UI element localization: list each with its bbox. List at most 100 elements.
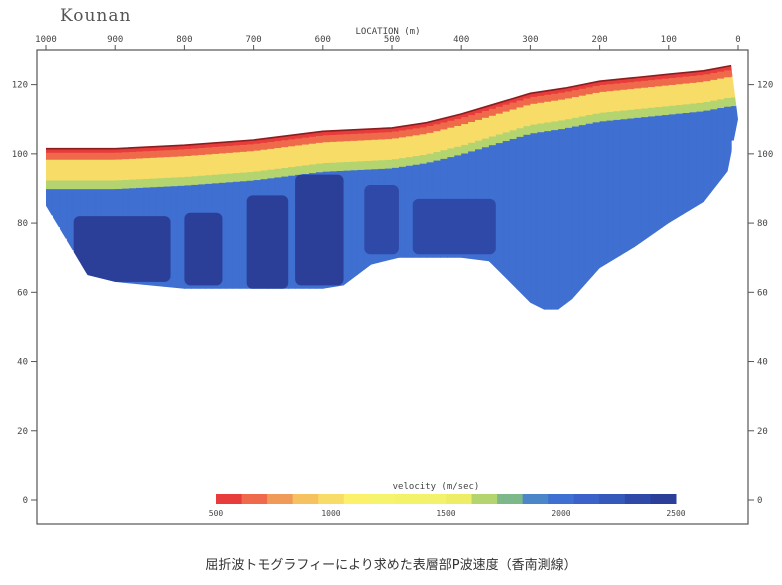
section-cell-blue xyxy=(46,189,54,216)
section-cell-orange xyxy=(80,152,89,161)
colorbar-swatch xyxy=(624,494,651,504)
section-cell-red xyxy=(475,106,483,114)
section-cell-yellow xyxy=(648,87,656,109)
section-cell-blue xyxy=(585,123,594,284)
section-cell-blue xyxy=(620,119,628,258)
x-tick-label: 700 xyxy=(245,35,261,45)
section-cell-red xyxy=(212,140,220,148)
x-tick-label: 400 xyxy=(453,35,469,45)
section-cell-red xyxy=(232,138,241,147)
section-cell-orange xyxy=(502,104,511,113)
section-cell-green xyxy=(433,151,442,162)
colorbar-swatch xyxy=(369,494,396,504)
section-cell-yellow xyxy=(738,77,746,98)
section-cell-orange xyxy=(149,150,158,159)
section-cell-red xyxy=(551,86,559,95)
section-cell-orange xyxy=(468,115,476,123)
section-cell-red xyxy=(392,124,400,133)
section-cell-yellow xyxy=(571,97,580,119)
section-cell-blue xyxy=(724,106,732,176)
section-cell-blue xyxy=(509,138,518,290)
section-cell-blue xyxy=(648,116,656,240)
section-cell-red xyxy=(558,85,566,94)
section-cell-red xyxy=(606,77,615,85)
section-cell-red xyxy=(343,127,352,135)
section-cell-green xyxy=(253,171,262,181)
section-cell-orange xyxy=(648,80,656,88)
section-cell-orange xyxy=(627,82,635,90)
section-cell-red xyxy=(46,145,54,154)
section-cell-blue xyxy=(738,106,746,123)
section-cell-green xyxy=(502,132,511,142)
section-cell-orange xyxy=(537,95,545,104)
section-cell-red xyxy=(717,65,725,73)
section-cell-orange xyxy=(544,94,552,103)
section-cell-green xyxy=(585,115,594,125)
section-cell-green xyxy=(454,146,462,157)
section-cell-yellow xyxy=(239,151,248,174)
section-cell-orange xyxy=(454,119,462,127)
colorbar-swatch xyxy=(318,494,345,504)
section-cell-orange xyxy=(488,108,497,117)
section-cell-yellow xyxy=(696,82,704,104)
section-cell-green xyxy=(717,99,725,109)
section-cell-green xyxy=(108,180,116,190)
section-cell-yellow xyxy=(129,158,137,181)
section-cell-orange xyxy=(592,86,601,94)
section-cell-yellow xyxy=(731,76,738,99)
section-cell-red xyxy=(447,113,455,122)
section-cell-green xyxy=(440,150,448,160)
section-cell-green xyxy=(378,160,386,170)
section-cell-blue xyxy=(523,134,531,304)
section-cell-green xyxy=(398,158,407,168)
section-cell-yellow xyxy=(170,156,179,179)
section-cell-yellow xyxy=(364,140,372,162)
section-cell-red xyxy=(184,142,192,150)
section-cell-orange xyxy=(509,102,518,111)
y-tick-label-right: 60 xyxy=(757,288,768,298)
section-cell-green xyxy=(696,102,704,113)
section-cell-red xyxy=(412,121,421,130)
section-cell-orange xyxy=(295,138,303,147)
section-cell-green xyxy=(246,172,255,182)
section-cell-red xyxy=(703,67,711,75)
section-cell-yellow xyxy=(551,100,559,123)
section-cell-orange xyxy=(696,75,704,83)
section-cell-orange xyxy=(219,146,227,155)
section-cell-blue xyxy=(634,117,642,249)
section-cell-yellow xyxy=(66,159,75,182)
section-cell-green xyxy=(52,180,61,190)
high-velocity-zone xyxy=(364,185,399,255)
section-cell-green xyxy=(523,126,531,136)
section-cell-green xyxy=(488,136,497,146)
section-cell-green xyxy=(544,122,552,132)
section-cell-red xyxy=(177,142,185,151)
section-cell-yellow xyxy=(281,147,289,169)
section-cell-orange xyxy=(668,78,677,86)
section-cell-red xyxy=(426,119,435,127)
section-cell-green xyxy=(682,104,691,114)
section-cell-red xyxy=(495,99,504,108)
section-cell-blue xyxy=(59,189,68,239)
section-cell-orange xyxy=(724,70,732,78)
section-cell-blue xyxy=(225,182,234,293)
section-cell-red xyxy=(66,145,75,154)
section-cell-blue xyxy=(288,175,296,293)
section-cell-blue xyxy=(696,111,704,209)
section-cell-green xyxy=(710,100,718,110)
section-cell-red xyxy=(565,84,573,93)
section-cell-yellow xyxy=(495,113,504,136)
section-cell-blue xyxy=(592,122,601,277)
x-tick-label: 800 xyxy=(176,35,192,45)
section-cell-yellow xyxy=(668,84,677,107)
section-cell-red xyxy=(371,125,379,134)
colorbar: 500 1000 1500 2000 2500 xyxy=(209,494,686,518)
section-cell-red xyxy=(592,79,601,87)
section-cell-yellow xyxy=(654,86,663,108)
section-cell-red xyxy=(94,145,102,154)
section-cell-blue xyxy=(405,165,414,262)
section-cell-yellow xyxy=(468,122,476,144)
section-cell-green xyxy=(392,159,400,169)
section-cell-red xyxy=(322,128,331,136)
section-cell-blue xyxy=(641,117,649,245)
